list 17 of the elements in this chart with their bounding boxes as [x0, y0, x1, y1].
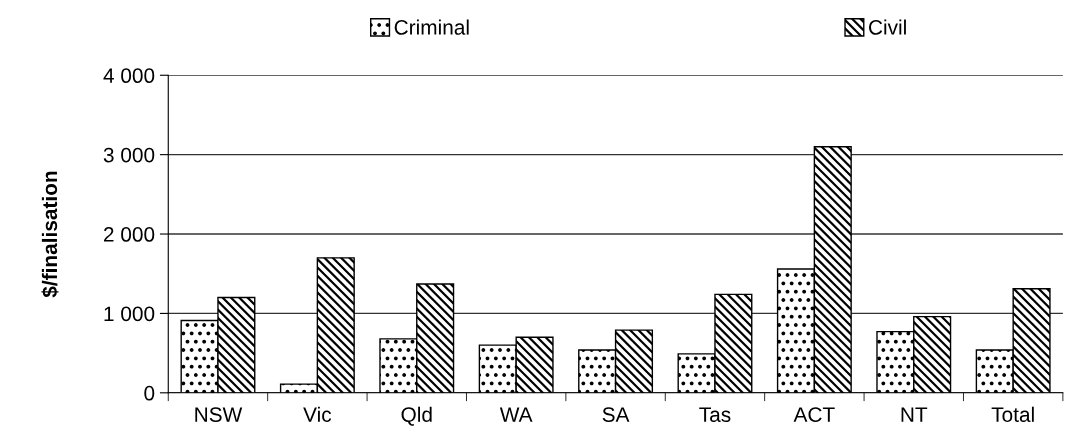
y-axis-title: $/finalisation [41, 171, 59, 298]
x-tick-label: Vic [303, 406, 332, 422]
y-tick-label: 1 000 [104, 306, 155, 322]
x-tick-label: WA [499, 407, 533, 422]
legend-label: Criminal [394, 19, 469, 35]
x-tick-label: ACT [793, 407, 835, 422]
y-tick-label: 0 [144, 385, 155, 401]
legend-label: Civil [869, 19, 906, 35]
x-tick-label: Total [991, 406, 1034, 422]
x-tick-label: Qld [401, 406, 432, 426]
x-tick-label: Tas [699, 407, 731, 422]
x-tick-label: NT [901, 407, 928, 422]
y-tick-label: 2 000 [103, 227, 155, 242]
x-tick-label: NSW [195, 407, 243, 422]
x-tick-label: SA [602, 407, 630, 422]
y-tick-label: 4 000 [103, 68, 155, 84]
y-tick-label: 3 000 [103, 147, 155, 163]
